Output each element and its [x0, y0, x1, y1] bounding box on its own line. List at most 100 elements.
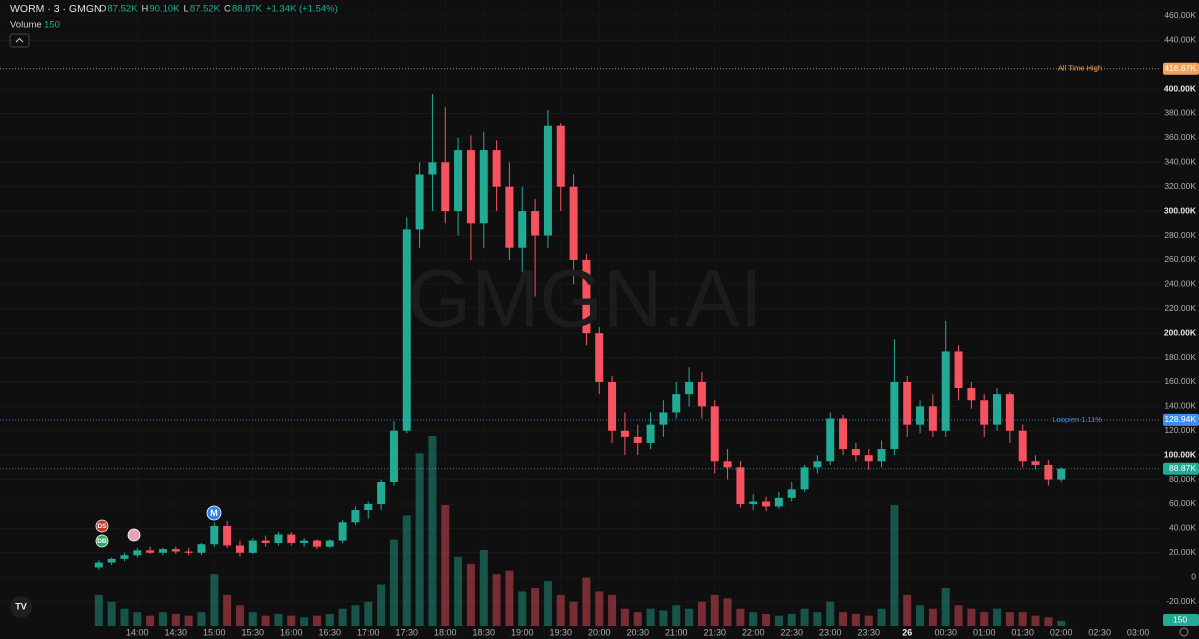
- ohlc-key: H: [142, 4, 149, 15]
- volume-bar: [287, 615, 296, 626]
- price-badge-label: 416.67K: [1164, 63, 1196, 73]
- y-tick-label: 400.00K: [1164, 83, 1197, 93]
- x-tick-label: 14:30: [165, 627, 188, 637]
- volume-bar: [235, 605, 244, 626]
- volume-bar: [839, 612, 848, 626]
- event-marker: [206, 505, 222, 521]
- candle-body: [107, 558, 116, 563]
- candle-body: [608, 381, 617, 431]
- candle-body: [1057, 468, 1066, 480]
- x-tick-label: 16:30: [319, 627, 342, 637]
- candle-body: [954, 351, 963, 389]
- ohlc-value: 88.87K: [232, 4, 263, 15]
- x-tick-label: 14:00: [126, 627, 149, 637]
- volume-bar: [595, 591, 604, 626]
- price-badge: [1163, 62, 1199, 75]
- candle-body: [389, 430, 398, 483]
- volume-bar: [364, 601, 373, 626]
- volume-bar: [402, 515, 411, 626]
- volume-bar: [826, 601, 835, 626]
- price-badge: [1163, 413, 1199, 426]
- candle-body: [762, 501, 771, 507]
- price-badge-label: 88.87K: [1169, 463, 1196, 473]
- y-tick-label: 300.00K: [1164, 205, 1197, 215]
- y-tick-label: 120.00K: [1164, 425, 1196, 435]
- candle-body: [287, 534, 296, 544]
- candle-body: [184, 551, 193, 553]
- candle-body: [364, 503, 373, 511]
- volume-value: 150: [44, 20, 60, 31]
- volume-bar: [94, 594, 103, 626]
- tv-logo-text: TV: [15, 601, 27, 611]
- candle-body: [595, 333, 604, 382]
- candle-body: [633, 436, 642, 443]
- ohlc-key: C: [224, 4, 231, 15]
- volume-bar: [1005, 612, 1014, 626]
- y-tick-label: 340.00K: [1164, 157, 1196, 167]
- volume-bar: [248, 612, 257, 626]
- volume-bar: [107, 601, 116, 626]
- candle-body: [877, 449, 886, 462]
- candle-body: [993, 394, 1002, 425]
- volume-bar: [954, 605, 963, 626]
- y-tick-label: 360.00K: [1164, 132, 1196, 142]
- volume-bar: [620, 608, 629, 626]
- candle-body: [685, 381, 694, 395]
- y-tick-label: -20.00K: [1166, 596, 1196, 606]
- ohlc-key: L: [184, 4, 189, 15]
- volume-bar: [903, 594, 912, 626]
- candle-body: [1044, 464, 1053, 480]
- candle-body: [659, 412, 668, 425]
- candle-body: [1018, 430, 1027, 462]
- candle-body: [672, 394, 681, 413]
- volume-bar: [762, 613, 771, 626]
- price-badge: [1163, 462, 1199, 475]
- x-tick-label: 21:00: [665, 627, 688, 637]
- candle-body: [1005, 394, 1014, 431]
- y-tick-label: 20.00K: [1169, 547, 1196, 557]
- volume-bar: [543, 581, 552, 626]
- x-tick-label: 18:30: [472, 627, 495, 637]
- y-tick-label: 440.00K: [1164, 35, 1196, 45]
- price-line-text: Loopien 1.11%: [1053, 415, 1103, 424]
- tv-logo[interactable]: [10, 596, 32, 618]
- candle-body: [839, 418, 848, 450]
- volume-bar: [800, 608, 809, 626]
- x-tick-label: 02:00: [1050, 627, 1073, 637]
- volume-bar: [556, 594, 565, 626]
- collapse-icon: [15, 37, 24, 43]
- x-tick-label: 15:30: [242, 627, 265, 637]
- x-tick-label: 23:30: [857, 627, 880, 637]
- x-tick-label: 01:30: [1011, 627, 1034, 637]
- candle-body: [518, 211, 527, 248]
- y-tick-label: 240.00K: [1164, 279, 1196, 289]
- volume-bar: [184, 615, 193, 626]
- y-tick-label: 0: [1191, 571, 1196, 581]
- settings-icon[interactable]: [1179, 627, 1189, 637]
- collapse-button[interactable]: [9, 33, 30, 48]
- volume-bar: [531, 588, 540, 626]
- candle-body: [441, 162, 450, 212]
- volume-bar: [1044, 617, 1053, 626]
- volume-bar: [993, 608, 1002, 626]
- candle-body: [864, 455, 873, 462]
- candle-body: [171, 549, 180, 552]
- candle-body: [826, 418, 835, 462]
- volume-bar: [120, 608, 129, 626]
- y-tick-label: 40.00K: [1169, 523, 1196, 533]
- candle-body: [133, 550, 142, 556]
- volume-bar: [941, 588, 950, 626]
- x-tick-label: 22:30: [780, 627, 803, 637]
- candle-body: [749, 501, 758, 504]
- x-tick-label: 20:30: [626, 627, 649, 637]
- volume-bar: [428, 436, 437, 626]
- volume-bar: [877, 608, 886, 626]
- candle-body: [800, 467, 809, 490]
- candle-body: [941, 351, 950, 431]
- volume-bar: [749, 612, 758, 626]
- candle-body: [569, 186, 578, 260]
- y-tick-label: 260.00K: [1164, 254, 1196, 264]
- event-marker-label: DB: [97, 538, 107, 545]
- x-tick-label: 19:00: [511, 627, 534, 637]
- y-tick-label: 460.00K: [1164, 10, 1196, 20]
